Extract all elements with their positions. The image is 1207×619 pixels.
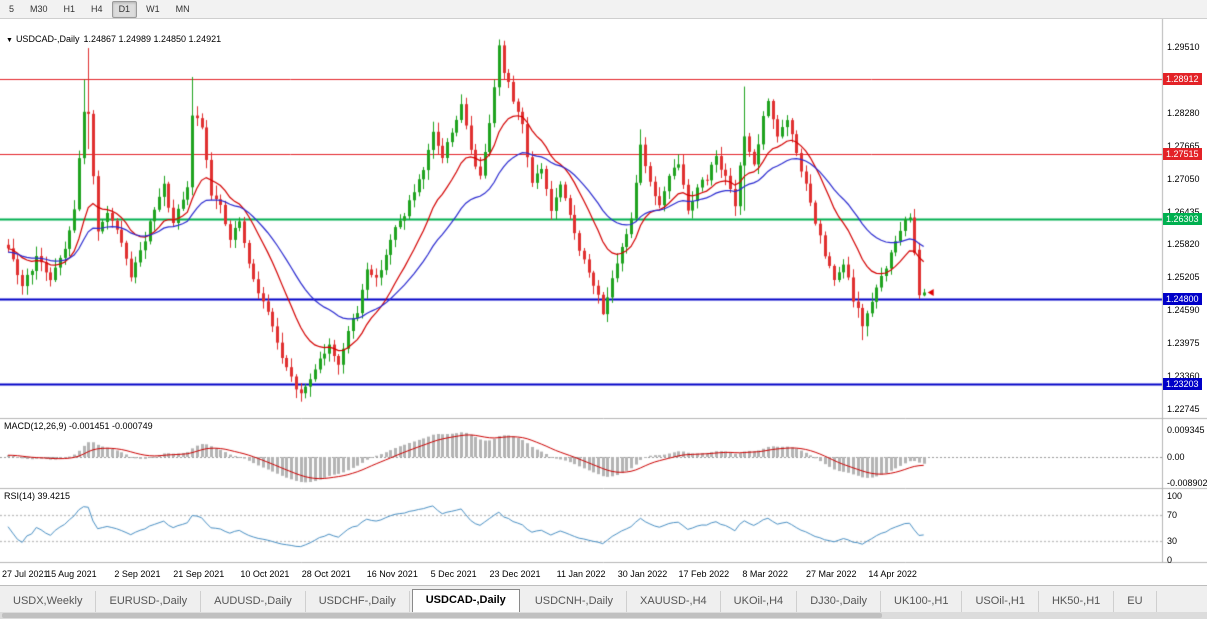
rsi-indicator-label: RSI(14) 39.4215 — [4, 491, 71, 501]
timeframe-button-m30[interactable]: M30 — [30, 3, 48, 14]
chart-tab-usdx-weekly[interactable]: USDX,Weekly — [0, 591, 97, 613]
horizontal-scrollbar[interactable] — [0, 612, 1207, 619]
price-axis-label: 1.27050 — [1167, 173, 1200, 184]
price-axis-label: 1.26435 — [1167, 206, 1200, 217]
chart-tab-eu[interactable]: EU — [1114, 591, 1157, 613]
level-price-badge: 1.27515 — [1163, 147, 1202, 160]
macd-indicator-label: MACD(12,26,9) -0.001451 -0.000749 — [4, 421, 153, 431]
macd-axis-label: 0.00 — [1167, 452, 1185, 462]
chart-symbol-label: USDCAD-,Daily — [15, 34, 80, 44]
chart-tab-usdcad-daily[interactable]: USDCAD-,Daily — [411, 589, 520, 613]
price-axis-label: 1.27665 — [1167, 140, 1200, 151]
date-axis-label: 21 Sep 2021 — [173, 569, 225, 579]
date-axis-label: 27 Jul 2021 — [2, 569, 49, 579]
timeframe-toolbar: 5 M30 H1 H4 D1 W1 MN — [0, 0, 1207, 19]
chart-tab-usdchf-daily[interactable]: USDCHF-,Daily — [306, 591, 410, 613]
level-price-badge: 1.24800 — [1163, 292, 1202, 305]
date-axis-label: 28 Oct 2021 — [301, 569, 351, 579]
chart-tab-hk50-h1[interactable]: HK50-,H1 — [1039, 591, 1115, 613]
date-axis-label: 17 Feb 2022 — [678, 569, 730, 579]
date-axis-label: 11 Jan 2022 — [556, 569, 606, 579]
timeframe-button-h1[interactable]: H1 — [63, 3, 76, 14]
scrollbar-thumb[interactable] — [2, 613, 882, 618]
chart-area: ▼ USDCAD-,Daily 1.24867 1.24989 1.24850 1.… — [0, 19, 1207, 585]
date-axis-label: 16 Nov 2021 — [366, 569, 418, 579]
macd-axis-label: 0.009345 — [1167, 424, 1205, 435]
chart-title: ▼ USDCAD-,Daily 1.24867 1.24989 1.24850 1.… — [6, 34, 221, 44]
price-axis-label: 1.25820 — [1167, 239, 1200, 250]
timeframe-button-w1[interactable]: W1 — [146, 3, 160, 14]
date-axis-label: 27 Mar 2022 — [805, 569, 857, 579]
price-axis-label: 1.23360 — [1167, 371, 1200, 381]
chart-tab-usdcnh-daily[interactable]: USDCNH-,Daily — [522, 591, 628, 613]
rsi-axis-label: 100 — [1167, 491, 1183, 501]
date-axis-label: 14 Apr 2022 — [868, 569, 917, 579]
date-axis-label: 8 Mar 2022 — [742, 569, 788, 579]
price-axis-label: 1.23975 — [1167, 338, 1200, 349]
timeframe-button-h4[interactable]: H4 — [91, 3, 103, 14]
rsi-axis-label: 70 — [1167, 510, 1178, 521]
chart-tab-xauusd-h4[interactable]: XAUUSD-,H4 — [627, 591, 721, 613]
price-axis-label: 1.29510 — [1167, 42, 1200, 52]
price-axis-label: 1.24590 — [1167, 305, 1200, 316]
date-axis-label: 23 Dec 2021 — [489, 569, 541, 579]
price-axis-label: 1.22745 — [1167, 403, 1200, 414]
date-axis-label: 10 Oct 2021 — [240, 569, 290, 579]
chart-tab-bar: USDX,Weekly EURUSD-,Daily AUDUSD-,Daily USD… — [0, 585, 1207, 613]
chart-tab-dj30-daily[interactable]: DJ30-,Daily — [797, 591, 882, 613]
macd-axis-label: -0.008902 — [1167, 477, 1207, 488]
price-chart-canvas[interactable] — [0, 19, 1207, 585]
chart-ohlc-values: 1.24867 1.24989 1.24850 1.24921 — [83, 34, 222, 44]
rsi-axis-label: 30 — [1167, 535, 1178, 546]
chart-tab-ukoil-h4[interactable]: UKOil-,H4 — [721, 591, 798, 613]
symbol-dropdown-icon[interactable]: ▼ — [6, 37, 13, 44]
chart-tab-eurusd-daily[interactable]: EURUSD-,Daily — [96, 591, 202, 613]
chart-tab-audusd-daily[interactable]: AUDUSD-,Daily — [201, 591, 306, 613]
timeframe-button-d1[interactable]: D1 — [111, 0, 138, 18]
date-axis-label: 30 Jan 2022 — [617, 569, 668, 579]
level-price-badge: 1.26303 — [1163, 212, 1202, 225]
chart-tab-uk100-h1[interactable]: UK100-,H1 — [881, 591, 963, 613]
rsi-axis-label: 0 — [1167, 555, 1173, 565]
date-axis-label: 2 Sep 2021 — [114, 569, 161, 579]
price-axis-label: 1.25205 — [1167, 272, 1200, 283]
date-axis-label: 15 Aug 2021 — [46, 569, 97, 579]
date-axis-label: 5 Dec 2021 — [430, 569, 477, 579]
level-price-badge: 1.23203 — [1163, 378, 1202, 391]
chart-tab-usoil-h1[interactable]: USOil-,H1 — [962, 591, 1039, 613]
timeframe-button-mn[interactable]: MN — [175, 3, 190, 14]
level-price-badge: 1.28912 — [1163, 72, 1202, 85]
price-axis-label: 1.28280 — [1167, 107, 1200, 118]
timeframe-button-5[interactable]: 5 — [9, 3, 15, 14]
